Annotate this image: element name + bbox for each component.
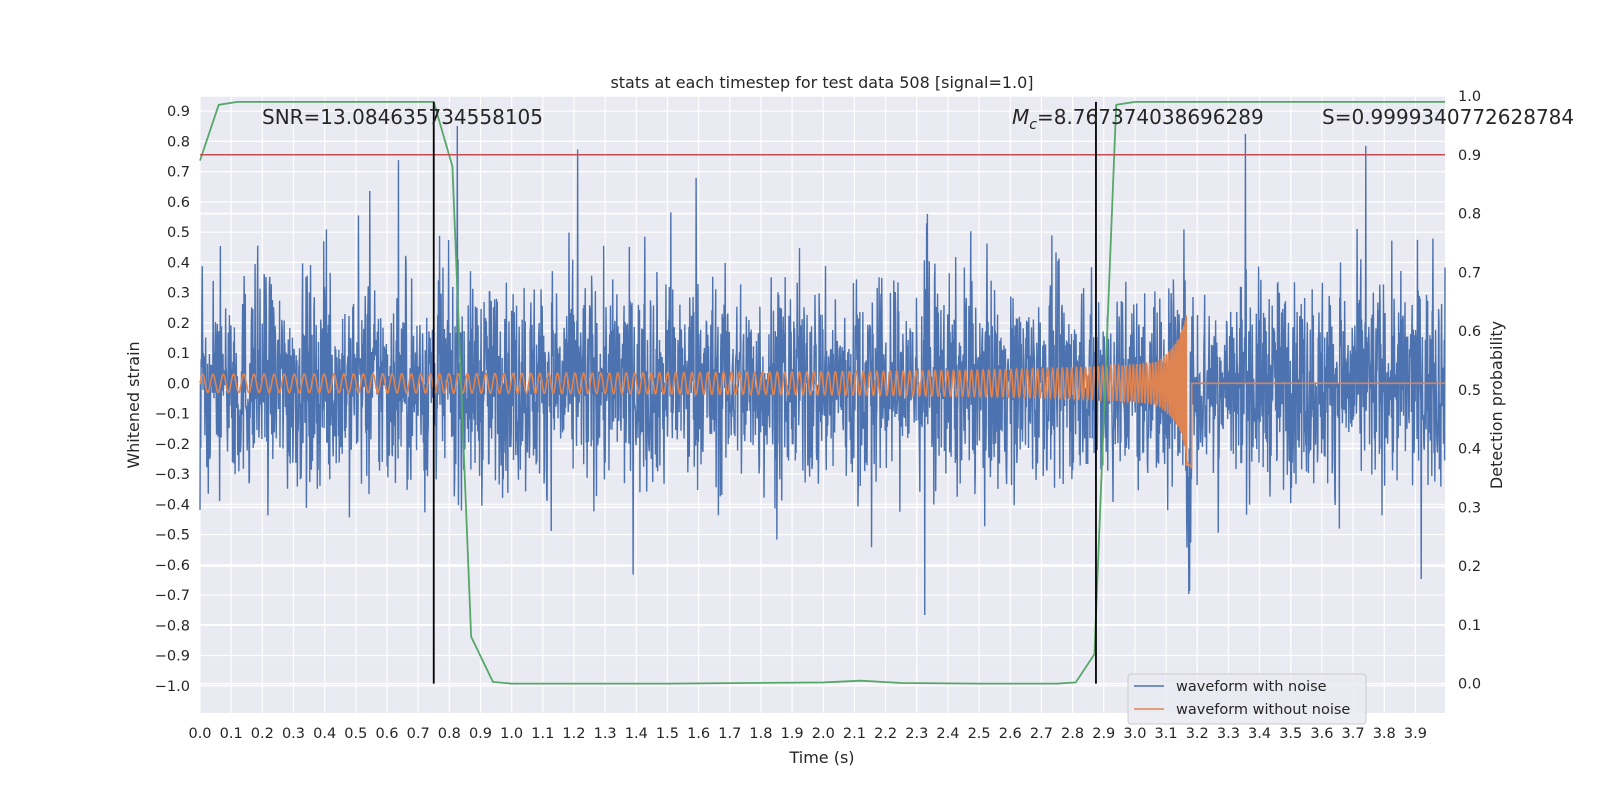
line-detection-probability	[199, 100, 1445, 685]
x-tick-label: 0.4	[313, 726, 336, 742]
x-tick-label: 1.8	[749, 726, 772, 742]
x-tick-label: 2.5	[968, 726, 991, 742]
y-tick-label: 0.0	[167, 376, 190, 392]
y2-tick-label: 0.1	[1458, 618, 1481, 634]
x-tick-label: 1.0	[500, 726, 523, 742]
line-waveform-with-noise	[199, 125, 1446, 616]
x-tick-label: 3.0	[1123, 726, 1146, 742]
significance-annotation: S=0.9999340772628784	[1322, 105, 1574, 129]
x-tick-label: 3.9	[1404, 726, 1427, 742]
chirp-mass-symbol: M	[1012, 105, 1029, 129]
snr-annotation: SNR=13.084635734558105	[262, 105, 543, 129]
overlays	[200, 101, 1445, 684]
y-tick-label: −0.4	[155, 497, 190, 513]
y-tick-label: −0.2	[155, 437, 190, 453]
y-tick-label: −1.0	[155, 679, 190, 695]
y2-axis-label: Detection probability	[1487, 321, 1506, 489]
series-detection-probability	[199, 100, 1445, 685]
x-tick-label: 3.4	[1248, 726, 1271, 742]
x-tick-label: 2.3	[905, 726, 928, 742]
x-tick-label: 3.6	[1310, 726, 1333, 742]
x-tick-label: 0.5	[344, 726, 367, 742]
y2-tick-label: 0.6	[1458, 324, 1481, 340]
series-waveform-without-noise	[199, 315, 1445, 470]
x-tick-label: 2.2	[874, 726, 897, 742]
y-tick-label: −0.5	[155, 528, 190, 544]
chart-title: stats at each timestep for test data 508…	[610, 73, 1033, 92]
series-waveform-with-noise	[199, 125, 1446, 616]
y2-tick-label: 0.5	[1458, 383, 1481, 399]
x-tick-label: 2.9	[1092, 726, 1115, 742]
legend-box	[1127, 673, 1367, 725]
y-tick-label: 0.9	[167, 104, 190, 120]
x-tick-label: 1.3	[594, 726, 617, 742]
x-tick-label: 2.8	[1061, 726, 1084, 742]
x-axis-label: Time (s)	[788, 748, 854, 767]
y-tick-label: 0.1	[167, 346, 190, 362]
x-tick-label: 1.2	[562, 726, 585, 742]
y-tick-label: 0.6	[167, 195, 190, 211]
x-tick-label: 3.2	[1186, 726, 1209, 742]
x-tick-labels: 0.0 0.1 0.2 0.3 0.4 0.5 0.6 0.7 0.8 0.9 1.0 1.1 1.2 1…	[188, 726, 1426, 742]
y-tick-label: 0.8	[167, 134, 190, 150]
y-tick-label: 0.7	[167, 165, 190, 181]
y-tick-label: −0.3	[155, 467, 190, 483]
y-tick-labels: 0.9 0.8 0.7 0.6 0.5 0.4 0.3 0.2 0.1 0.0 −0.1 −0.2 −0…	[155, 104, 190, 695]
y2-tick-labels: 1.0 0.9 0.8 0.7 0.6 0.5 0.4 0.3 0.2 0.1 0.0	[1458, 89, 1481, 693]
y2-tick-label: 0.2	[1458, 559, 1481, 575]
x-tick-label: 1.4	[625, 726, 648, 742]
x-tick-label: 0.0	[188, 726, 211, 742]
x-tick-label: 3.1	[1155, 726, 1178, 742]
y2-tick-label: 0.9	[1458, 148, 1481, 164]
x-tick-label: 0.8	[438, 726, 461, 742]
y-tick-label: −0.1	[155, 407, 190, 423]
y2-tick-label: 0.7	[1458, 265, 1481, 281]
y-tick-label: −0.6	[155, 558, 190, 574]
y-axis-label: Whitened strain	[124, 341, 143, 468]
x-tick-label: 0.3	[282, 726, 305, 742]
x-tick-label: 0.7	[407, 726, 430, 742]
x-tick-label: 1.6	[687, 726, 710, 742]
x-tick-label: 2.4	[936, 726, 959, 742]
line-waveform-without-noise	[199, 315, 1445, 470]
x-tick-label: 2.0	[812, 726, 835, 742]
y-tick-label: 0.5	[167, 225, 190, 241]
x-tick-label: 0.2	[251, 726, 274, 742]
y-tick-label: 0.2	[167, 316, 190, 332]
x-tick-label: 0.1	[220, 726, 243, 742]
x-tick-label: 0.9	[469, 726, 492, 742]
x-tick-label: 3.8	[1373, 726, 1396, 742]
x-tick-label: 1.7	[718, 726, 741, 742]
legend-label-clean: waveform without noise	[1176, 702, 1350, 718]
legend: waveform with noise waveform without noi…	[1127, 673, 1367, 725]
x-tick-label: 2.6	[999, 726, 1022, 742]
y2-tick-label: 1.0	[1458, 89, 1481, 105]
x-tick-label: 1.5	[656, 726, 679, 742]
y2-tick-label: 0.8	[1458, 207, 1481, 223]
y2-tick-label: 0.0	[1458, 677, 1481, 693]
y-tick-label: −0.7	[155, 588, 190, 604]
y-tick-label: 0.3	[167, 286, 190, 302]
x-tick-label: 3.3	[1217, 726, 1240, 742]
x-tick-label: 2.1	[843, 726, 866, 742]
chirp-mass-subscript: c	[1029, 117, 1037, 133]
y2-tick-label: 0.3	[1458, 500, 1481, 516]
legend-label-noise: waveform with noise	[1176, 679, 1327, 695]
x-tick-label: 1.1	[531, 726, 554, 742]
y2-tick-label: 0.4	[1458, 442, 1481, 458]
chirp-mass-annotation: Mc=8.767374038696289	[1012, 105, 1264, 133]
x-tick-label: 1.9	[781, 726, 804, 742]
x-tick-label: 3.5	[1279, 726, 1302, 742]
x-tick-label: 3.7	[1342, 726, 1365, 742]
chirp-mass-value: =8.767374038696289	[1037, 105, 1264, 129]
y-tick-label: −0.8	[155, 618, 190, 634]
y-tick-label: 0.4	[167, 255, 190, 271]
y-tick-label: −0.9	[155, 649, 190, 665]
x-tick-label: 2.7	[1030, 726, 1053, 742]
x-tick-label: 0.6	[375, 726, 398, 742]
